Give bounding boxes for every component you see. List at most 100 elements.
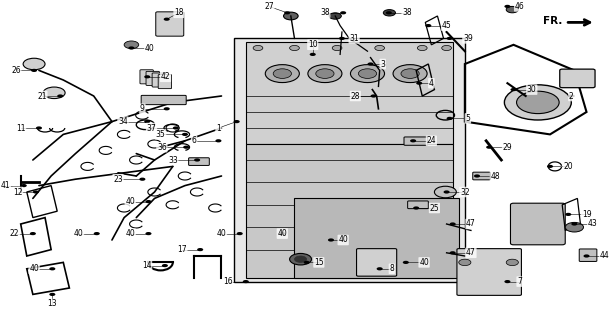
Circle shape	[290, 45, 299, 51]
Circle shape	[31, 69, 37, 72]
Circle shape	[505, 5, 510, 8]
Circle shape	[139, 178, 145, 181]
Text: 40: 40	[125, 229, 135, 238]
Polygon shape	[246, 42, 453, 144]
Text: 32: 32	[460, 188, 470, 196]
Circle shape	[375, 45, 384, 51]
Circle shape	[447, 117, 453, 120]
Circle shape	[308, 65, 342, 83]
Circle shape	[386, 11, 392, 14]
Circle shape	[417, 45, 427, 51]
Circle shape	[571, 222, 577, 226]
Circle shape	[183, 146, 189, 149]
Circle shape	[450, 222, 456, 226]
FancyBboxPatch shape	[146, 71, 159, 85]
Text: 48: 48	[491, 172, 500, 180]
Circle shape	[505, 280, 510, 283]
Circle shape	[279, 232, 285, 235]
Circle shape	[145, 200, 152, 203]
Text: 6: 6	[192, 136, 197, 145]
Text: 40: 40	[145, 44, 155, 52]
Text: 40: 40	[29, 264, 39, 273]
Circle shape	[339, 37, 345, 40]
FancyBboxPatch shape	[189, 158, 210, 165]
Text: 4: 4	[429, 79, 434, 88]
Circle shape	[43, 87, 65, 99]
Circle shape	[36, 126, 42, 130]
Circle shape	[128, 46, 134, 50]
Circle shape	[410, 139, 416, 142]
Circle shape	[367, 62, 373, 66]
Text: 40: 40	[338, 236, 348, 244]
Circle shape	[403, 261, 409, 264]
Circle shape	[328, 238, 334, 242]
Circle shape	[351, 65, 384, 83]
Circle shape	[505, 85, 571, 120]
Text: 37: 37	[147, 124, 156, 132]
Circle shape	[164, 107, 170, 110]
Text: 17: 17	[177, 245, 187, 254]
Text: 30: 30	[527, 85, 536, 94]
Circle shape	[401, 69, 419, 78]
Text: 20: 20	[563, 162, 573, 171]
Text: 5: 5	[466, 114, 470, 123]
Circle shape	[332, 45, 342, 51]
Text: 40: 40	[216, 229, 226, 238]
FancyBboxPatch shape	[152, 73, 166, 87]
Text: 25: 25	[430, 204, 439, 212]
Circle shape	[329, 13, 342, 19]
Circle shape	[124, 41, 139, 49]
Circle shape	[547, 165, 553, 168]
Circle shape	[416, 82, 422, 85]
Circle shape	[21, 184, 27, 187]
Text: 31: 31	[349, 34, 359, 43]
Circle shape	[162, 264, 168, 267]
Circle shape	[57, 94, 64, 98]
Circle shape	[93, 232, 100, 235]
Circle shape	[506, 6, 518, 13]
Text: 45: 45	[442, 21, 452, 30]
Text: 16: 16	[223, 277, 232, 286]
Text: 34: 34	[118, 117, 128, 126]
Text: 9: 9	[140, 104, 145, 113]
Circle shape	[216, 139, 221, 142]
Polygon shape	[295, 198, 459, 278]
Circle shape	[316, 69, 334, 78]
Circle shape	[182, 133, 188, 136]
Circle shape	[474, 174, 480, 178]
Circle shape	[33, 190, 39, 194]
Circle shape	[510, 88, 516, 91]
Circle shape	[194, 158, 200, 162]
Text: 24: 24	[426, 136, 436, 145]
Text: 22: 22	[10, 229, 20, 238]
Circle shape	[310, 53, 316, 56]
FancyBboxPatch shape	[579, 249, 597, 261]
FancyBboxPatch shape	[141, 95, 186, 105]
Circle shape	[197, 248, 203, 251]
Text: 33: 33	[168, 156, 178, 164]
Circle shape	[145, 232, 152, 235]
Polygon shape	[246, 144, 453, 278]
Text: 3: 3	[380, 60, 385, 68]
Circle shape	[304, 261, 310, 264]
FancyBboxPatch shape	[457, 249, 521, 295]
Text: 1: 1	[216, 124, 221, 132]
Circle shape	[233, 120, 240, 123]
Circle shape	[164, 18, 170, 21]
Text: 7: 7	[517, 277, 522, 286]
Circle shape	[284, 12, 298, 20]
Text: 39: 39	[463, 34, 473, 43]
Text: 47: 47	[466, 220, 476, 228]
Circle shape	[383, 10, 395, 16]
Text: 40: 40	[419, 258, 429, 267]
Circle shape	[425, 24, 431, 27]
Circle shape	[516, 91, 559, 114]
Text: 21: 21	[37, 92, 47, 100]
Circle shape	[506, 259, 518, 266]
Text: 14: 14	[142, 261, 152, 270]
Text: 40: 40	[277, 229, 287, 238]
Circle shape	[442, 45, 452, 51]
Circle shape	[144, 120, 150, 123]
FancyBboxPatch shape	[357, 249, 397, 276]
Text: 35: 35	[156, 130, 166, 139]
